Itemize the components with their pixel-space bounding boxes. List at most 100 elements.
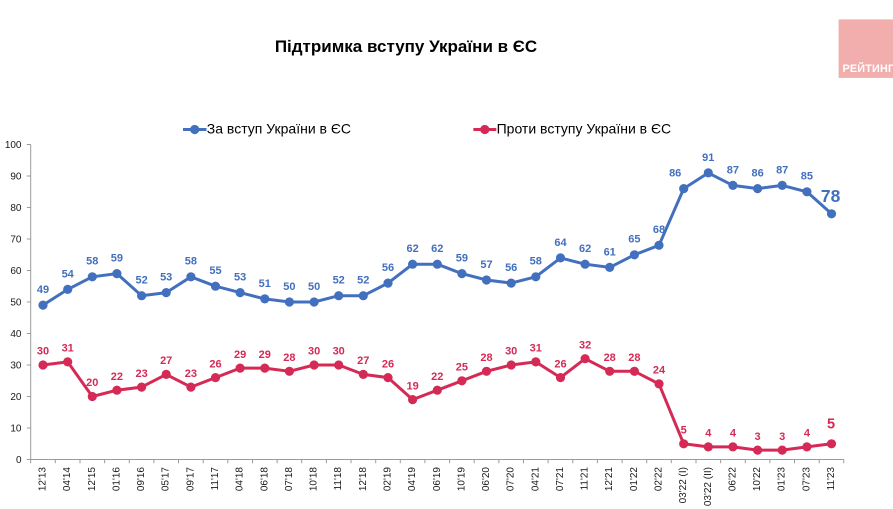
svg-text:28: 28 [283,352,295,364]
svg-text:01'22: 01'22 [629,467,640,492]
svg-text:23: 23 [135,368,147,380]
svg-text:3: 3 [779,431,785,443]
svg-text:04'19: 04'19 [407,467,418,492]
svg-text:20: 20 [86,377,98,389]
svg-text:54: 54 [62,268,75,280]
svg-text:20: 20 [10,392,22,403]
svg-text:3: 3 [755,431,761,443]
svg-text:65: 65 [628,234,640,246]
svg-text:11'23: 11'23 [826,467,837,491]
svg-text:59: 59 [111,253,123,265]
svg-text:40: 40 [10,329,22,340]
svg-text:30: 30 [37,346,49,358]
svg-text:64: 64 [554,237,567,249]
svg-text:30: 30 [505,346,517,358]
svg-text:12'15: 12'15 [87,467,98,492]
svg-text:05'17: 05'17 [161,467,172,492]
svg-text:За вступ України в ЄС: За вступ України в ЄС [207,121,351,137]
svg-text:58: 58 [530,256,542,268]
svg-text:02'19: 02'19 [383,467,394,492]
svg-text:11'17: 11'17 [210,467,221,491]
svg-text:06'20: 06'20 [481,467,492,492]
svg-text:50: 50 [283,281,295,293]
svg-text:90: 90 [10,171,22,182]
svg-text:10: 10 [10,423,22,434]
svg-text:04'21: 04'21 [530,467,541,492]
svg-text:22: 22 [111,371,123,383]
svg-text:02'22: 02'22 [654,467,665,492]
svg-text:07'23: 07'23 [801,467,812,492]
svg-text:0: 0 [16,455,22,466]
svg-text:30: 30 [333,346,345,358]
svg-text:26: 26 [382,358,394,370]
svg-text:03'22 (I): 03'22 (I) [678,467,689,503]
svg-text:5: 5 [681,425,687,437]
svg-text:11'18: 11'18 [333,467,344,491]
svg-text:09'17: 09'17 [185,467,196,492]
svg-text:4: 4 [804,428,811,440]
svg-text:06'18: 06'18 [259,467,270,492]
svg-text:28: 28 [480,352,492,364]
svg-text:59: 59 [456,253,468,265]
svg-text:28: 28 [628,352,640,364]
svg-text:11'21: 11'21 [580,467,591,491]
svg-text:29: 29 [259,349,271,361]
svg-text:22: 22 [431,371,443,383]
svg-text:87: 87 [776,164,788,176]
svg-text:49: 49 [37,284,49,296]
svg-text:Проти вступу України в ЄС: Проти вступу України в ЄС [497,121,672,137]
svg-text:52: 52 [357,275,369,287]
svg-text:31: 31 [530,343,542,355]
svg-text:07'20: 07'20 [506,467,517,492]
svg-text:06'22: 06'22 [727,467,738,492]
svg-text:04'18: 04'18 [235,467,246,492]
svg-text:12'21: 12'21 [604,467,615,492]
svg-text:60: 60 [10,266,22,277]
svg-text:87: 87 [727,164,739,176]
svg-text:10'19: 10'19 [456,467,467,492]
svg-text:06'19: 06'19 [432,467,443,492]
svg-text:12'18: 12'18 [358,467,369,492]
svg-text:07'18: 07'18 [284,467,295,492]
svg-text:4: 4 [730,428,737,440]
svg-text:04'14: 04'14 [62,467,73,492]
svg-text:85: 85 [801,171,813,183]
svg-text:28: 28 [604,352,616,364]
svg-text:09'16: 09'16 [136,467,147,492]
svg-text:56: 56 [382,262,394,274]
svg-text:19: 19 [406,380,418,392]
svg-text:100: 100 [5,140,22,151]
svg-text:50: 50 [10,297,22,308]
svg-text:86: 86 [751,168,763,180]
svg-text:25: 25 [456,362,468,374]
svg-text:27: 27 [160,355,172,367]
svg-text:53: 53 [160,272,172,284]
svg-text:32: 32 [579,339,591,351]
svg-text:70: 70 [10,234,22,245]
svg-text:62: 62 [406,243,418,255]
svg-text:26: 26 [554,358,566,370]
svg-text:РЕЙТИНГ: РЕЙТИНГ [843,62,893,75]
svg-text:86: 86 [669,168,681,180]
svg-text:68: 68 [653,224,665,236]
svg-text:01'16: 01'16 [111,467,122,492]
svg-text:55: 55 [209,265,221,277]
svg-text:10'18: 10'18 [309,467,320,492]
svg-text:01'23: 01'23 [777,467,788,492]
svg-text:30: 30 [10,360,22,371]
svg-text:58: 58 [86,256,98,268]
svg-text:27: 27 [357,355,369,367]
svg-text:23: 23 [185,368,197,380]
svg-text:51: 51 [259,278,271,290]
svg-text:53: 53 [234,272,246,284]
svg-text:52: 52 [333,275,345,287]
svg-text:07'21: 07'21 [555,467,566,492]
svg-text:30: 30 [308,346,320,358]
svg-text:4: 4 [705,428,712,440]
svg-text:80: 80 [10,203,22,214]
svg-text:24: 24 [653,365,666,377]
svg-text:Підтримка вступу України в ЄС: Підтримка вступу України в ЄС [275,37,537,56]
svg-text:26: 26 [209,358,221,370]
svg-text:62: 62 [431,243,443,255]
svg-text:03'22 (II): 03'22 (II) [703,467,714,506]
